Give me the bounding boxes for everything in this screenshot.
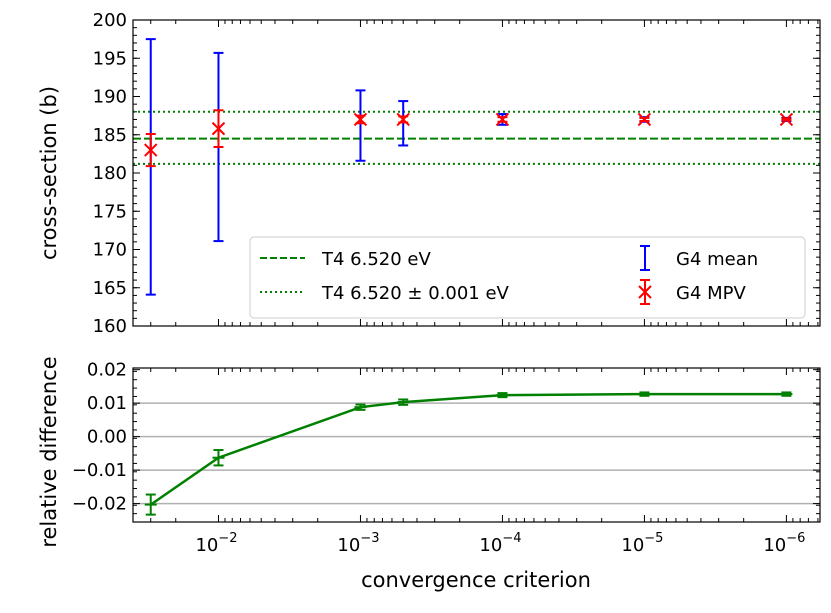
data-point: [496, 392, 509, 399]
x-marker: [353, 112, 368, 127]
g4-mpv-point: [211, 109, 226, 148]
y-tick-label: 170: [93, 240, 127, 261]
g4-mpv-point: [779, 112, 794, 127]
legend-label-g4-mpv: G4 MPV: [676, 283, 747, 304]
top-y-axis-label: cross-section (b): [37, 86, 61, 260]
legend-label-t4: T4 6.520 eV: [321, 249, 431, 270]
top-panel: 160 165 170 175 180 185 190 195 200: [93, 10, 821, 337]
x-marker: [396, 112, 410, 127]
legend-g4-mpv-swatch: [638, 279, 652, 305]
legend-label-g4-mean: G4 mean: [676, 249, 758, 270]
g4-mpv-point: [144, 132, 158, 168]
data-point: [354, 403, 367, 411]
y-tick-label: 160: [93, 316, 127, 337]
bottom-y-axis-label: relative difference: [37, 356, 61, 547]
y-tick-label: 200: [93, 10, 127, 31]
y-tick-label: 0.00: [87, 427, 127, 448]
grid: [133, 402, 820, 505]
y-tick-label: 0.02: [87, 360, 127, 381]
y-tick-label: 0.01: [87, 393, 127, 414]
x-tick-label: 10−6: [763, 531, 805, 556]
y-tick-label: −0.01: [72, 460, 127, 481]
g4-mpv-point: [637, 112, 652, 127]
x-marker: [211, 121, 226, 136]
x-tick-label: 10−5: [621, 531, 663, 556]
data-point: [144, 493, 157, 516]
y-tick-label: 195: [93, 48, 127, 69]
bottom-panel: 10−2 10−3 10−4 10−5 10−6 −0.02 −0.01 0.00 0.01 0.…: [72, 360, 821, 556]
y-tick-label: 180: [93, 163, 127, 184]
x-tick-label: 10−2: [195, 531, 237, 556]
legend-label-t4-range: T4 6.520 ± 0.001 eV: [321, 283, 510, 304]
x-tick-label: 10−4: [479, 531, 521, 556]
legend-g4-mean-swatch: [640, 245, 650, 271]
x-marker: [144, 143, 158, 157]
g4-mpv-point: [495, 112, 510, 127]
g4-mpv-point: [396, 112, 410, 127]
x-marker: [495, 112, 510, 127]
y-tick-label: 165: [93, 278, 127, 299]
x-marker: [637, 112, 652, 127]
g4-mpv-point: [353, 112, 368, 127]
y-tick-label: 175: [93, 201, 127, 222]
data-point: [397, 398, 410, 406]
data-point: [780, 391, 793, 397]
data-point: [212, 449, 225, 467]
legend: T4 6.520 eV T4 6.520 ± 0.001 eV G4 mean …: [249, 236, 806, 319]
y-tick-label: 190: [93, 87, 127, 108]
y-tick-label: 185: [93, 125, 127, 146]
data-point: [638, 391, 651, 397]
g4-mean-point: [355, 89, 366, 162]
x-tick-label: 10−3: [337, 531, 379, 556]
relative-difference-line: [150, 392, 787, 506]
y-tick-label: −0.02: [72, 494, 127, 515]
x-marker: [779, 112, 794, 127]
x-axis-label: convergence criterion: [361, 568, 591, 592]
bottom-axes-frame: [132, 367, 821, 523]
top-axes-frame: [132, 19, 821, 327]
